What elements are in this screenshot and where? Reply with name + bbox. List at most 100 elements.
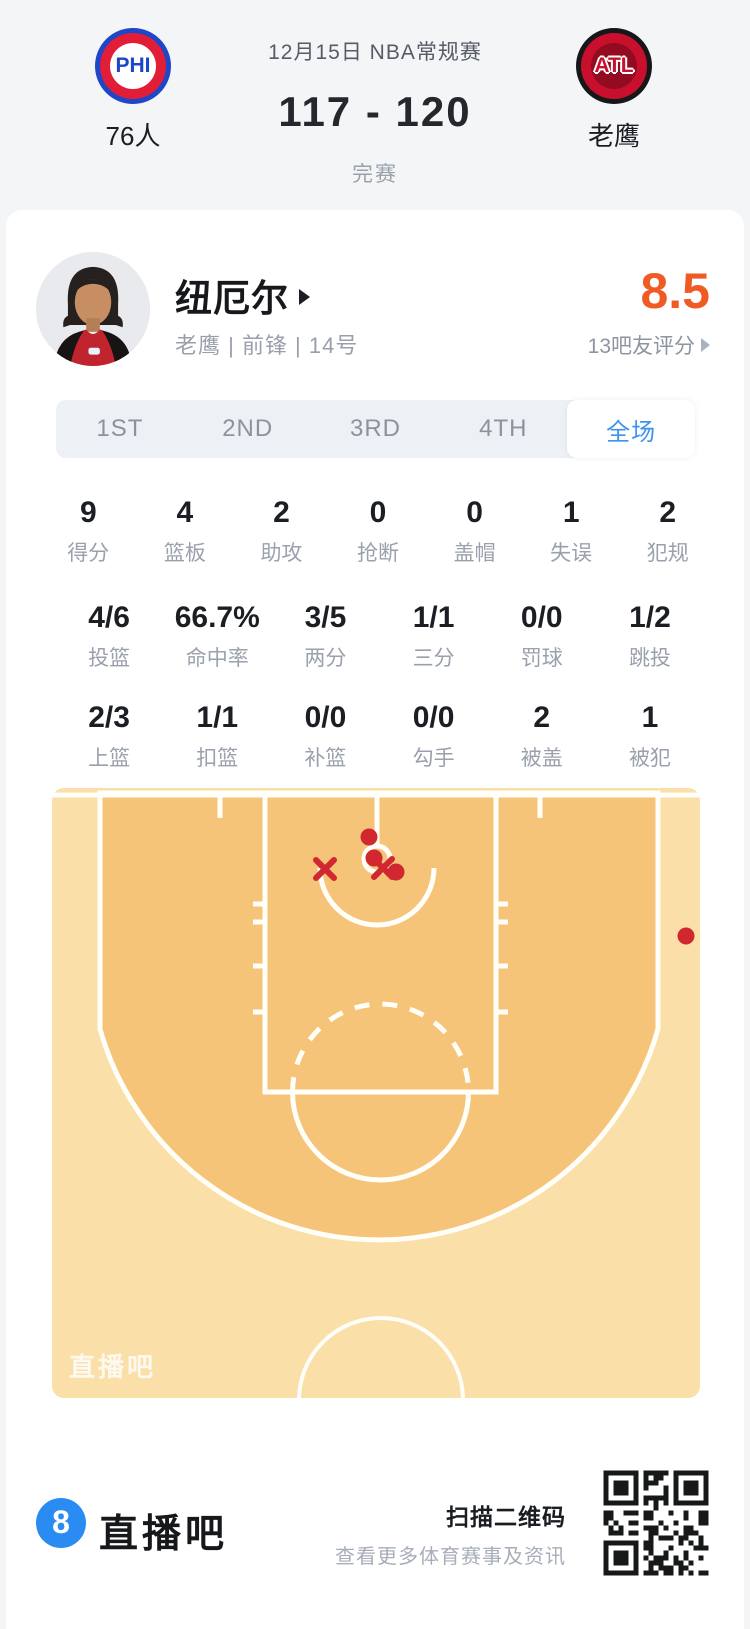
scan-title: 扫描二维码 [446, 1504, 566, 1530]
stat-label: 盖帽 [453, 542, 496, 565]
player-avatar-image [36, 252, 150, 366]
shot-made-marker [677, 927, 695, 945]
phi-team-logo: PHI [95, 28, 171, 104]
stat-value: 0 [466, 496, 483, 529]
stat-label: 犯规 [646, 542, 689, 565]
stat-value: 2 [533, 701, 551, 734]
shot-made-marker [360, 828, 378, 846]
stat-cell-抢断: 0 抢断 [330, 496, 427, 567]
team-home: PHI 76人 [73, 28, 193, 153]
stats-row-shooting: 4/6 投篮 66.7% 命中率 3/5 两分 1/1 三分 0/0 罚球 1/2 跳投 [55, 601, 704, 672]
tab-3rd[interactable]: 3RD [349, 415, 401, 442]
stat-cell-盖帽: 0 盖帽 [426, 496, 523, 567]
stat-value: 1/2 [629, 601, 671, 634]
stat-label: 被犯 [628, 747, 671, 770]
stat-label: 命中率 [185, 647, 249, 670]
rating-votes-link[interactable]: 13吧友评分 [588, 330, 710, 360]
stat-label: 跳投 [628, 647, 671, 670]
qr-code [600, 1467, 712, 1579]
stat-cell-投篮: 4/6 投篮 [55, 601, 163, 672]
team-home-name: 76人 [105, 121, 161, 151]
tab-1st[interactable]: 1ST [96, 415, 144, 442]
stat-cell-跳投: 1/2 跳投 [596, 601, 704, 672]
player-stats-card: 纽厄尔 老鹰 | 前锋 | 14号 8.5 13吧友评分 1ST 2ND 3RD 4T… [6, 210, 744, 1629]
team-away-name: 老鹰 [587, 121, 640, 151]
tab-2nd[interactable]: 2ND [222, 415, 274, 442]
stat-label: 篮板 [163, 542, 206, 565]
match-status: 完赛 [352, 163, 398, 186]
stat-value: 1/1 [412, 601, 455, 634]
stat-label: 失误 [550, 542, 593, 565]
stat-value: 66.7% [174, 601, 260, 634]
stat-value: 2/3 [88, 701, 130, 734]
match-header: 12月15日 NBA常规赛 117 - 120 完赛 [185, 0, 565, 188]
player-info: 老鹰 | 前锋 | 14号 [175, 333, 359, 358]
player-avatar[interactable] [36, 252, 150, 366]
stat-label: 扣篮 [196, 747, 239, 770]
stats-row-basic: 9 得分 4 篮板 2 助攻 0 抢断 0 盖帽 1 失误 2 犯规 [40, 496, 716, 567]
stats-row-shot-types: 2/3 上篮 1/1 扣篮 0/0 补篮 0/0 勾手 2 被盖 1 被犯 [55, 701, 704, 772]
stat-cell-被盖: 2 被盖 [488, 701, 596, 772]
zhibo8-logo-glyph: 8 [52, 1503, 70, 1540]
stat-label: 投篮 [88, 647, 131, 670]
phi-logo-text: PHI [115, 54, 151, 77]
shot-missed-marker [371, 856, 395, 880]
player-name-link[interactable]: 纽厄尔 [175, 268, 310, 322]
zhibo8-logo-icon: 8 [36, 1498, 86, 1548]
chevron-right-icon [701, 338, 710, 352]
stat-label: 两分 [304, 647, 347, 670]
stat-value: 0 [369, 496, 387, 529]
match-date: 12月15日 NBA常规赛 [268, 41, 482, 64]
stat-label: 三分 [412, 647, 455, 670]
rating-votes-label: 13吧友评分 [587, 335, 695, 358]
scan-hint: 扫描二维码 查看更多体育赛事及资讯 [335, 1498, 566, 1569]
stat-value: 1/1 [196, 701, 239, 734]
stat-cell-补篮: 0/0 补篮 [271, 701, 379, 772]
tab-全场[interactable]: 全场 [567, 400, 695, 458]
shot-missed-marker [313, 857, 337, 881]
stat-label: 上篮 [88, 747, 131, 770]
stat-label: 补篮 [304, 747, 347, 770]
atl-team-logo: ATL [576, 28, 652, 104]
stat-cell-得分: 9 得分 [40, 496, 137, 567]
stat-value: 1 [641, 701, 659, 734]
atl-logo-text: ATL [594, 54, 634, 77]
shot-markers [313, 828, 695, 945]
stat-label: 勾手 [412, 747, 455, 770]
stat-cell-命中率: 66.7% 命中率 [163, 601, 271, 672]
chevron-right-icon [299, 289, 310, 305]
stat-value: 9 [79, 496, 97, 529]
scan-subtitle: 查看更多体育赛事及资讯 [335, 1546, 566, 1568]
player-name: 纽厄尔 [175, 278, 289, 319]
brand-name: 直播吧 [99, 1513, 229, 1556]
stat-label: 罚球 [520, 647, 563, 670]
stat-cell-勾手: 0/0 勾手 [380, 701, 488, 772]
stat-cell-罚球: 0/0 罚球 [488, 601, 596, 672]
stat-cell-助攻: 2 助攻 [233, 496, 330, 567]
stat-cell-扣篮: 1/1 扣篮 [163, 701, 271, 772]
stat-cell-犯规: 2 犯规 [619, 496, 716, 567]
quarter-tabbar: 1ST 2ND 3RD 4TH 全场 [56, 400, 695, 458]
stat-value: 2 [273, 496, 290, 529]
match-score: 117 - 120 [278, 88, 472, 135]
stat-cell-上篮: 2/3 上篮 [55, 701, 163, 772]
stat-value: 2 [659, 496, 677, 529]
stat-label: 被盖 [520, 747, 563, 770]
stat-label: 抢断 [357, 542, 400, 565]
stat-value: 3/5 [304, 601, 347, 634]
stat-cell-失误: 1 失误 [523, 496, 620, 567]
stat-value: 4 [176, 496, 194, 529]
tab-4th[interactable]: 4TH [479, 415, 528, 442]
stat-cell-被犯: 1 被犯 [596, 701, 704, 772]
stat-cell-三分: 1/1 三分 [380, 601, 488, 672]
stat-value: 4/6 [88, 601, 130, 634]
stat-cell-篮板: 4 篮板 [137, 496, 234, 567]
stat-label: 助攻 [260, 542, 303, 565]
court-watermark: 直播吧 [69, 1352, 157, 1382]
court-diagram [52, 790, 700, 1398]
team-away: ATL 老鹰 [554, 28, 674, 153]
player-rating: 8.5 [640, 263, 710, 319]
stat-value: 0/0 [412, 701, 455, 734]
stat-value: 0/0 [304, 701, 347, 734]
